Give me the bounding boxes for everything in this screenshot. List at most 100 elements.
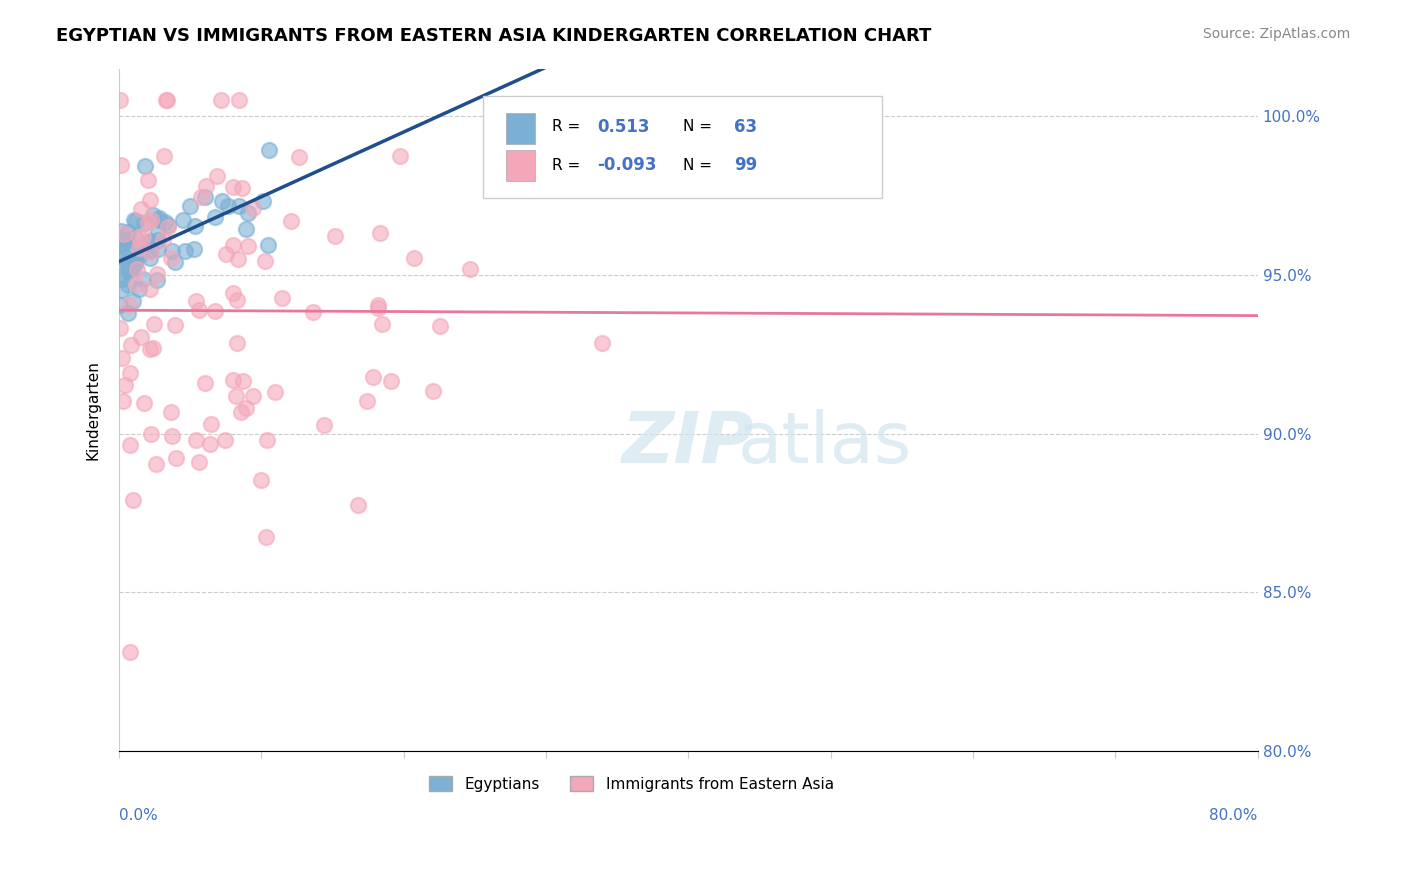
Point bbox=[252, 194, 274, 208]
Point bbox=[183, 242, 205, 256]
Point bbox=[371, 318, 394, 332]
Point bbox=[139, 243, 162, 257]
Point bbox=[222, 238, 245, 252]
Point bbox=[114, 235, 136, 250]
Point bbox=[172, 213, 194, 227]
Point bbox=[117, 262, 139, 277]
Point bbox=[146, 233, 169, 247]
Point bbox=[250, 474, 273, 488]
Point bbox=[228, 198, 250, 212]
Point bbox=[184, 434, 207, 448]
Point bbox=[215, 247, 238, 261]
Point bbox=[117, 264, 139, 278]
Point bbox=[111, 252, 134, 267]
Point bbox=[347, 498, 370, 512]
Point bbox=[190, 189, 212, 203]
Point bbox=[139, 426, 162, 441]
Point bbox=[280, 214, 302, 228]
Point bbox=[217, 199, 239, 213]
Legend: Egyptians, Immigrants from Eastern Asia: Egyptians, Immigrants from Eastern Asia bbox=[423, 770, 839, 798]
Point bbox=[232, 375, 254, 389]
Point bbox=[222, 180, 245, 194]
Point bbox=[124, 229, 146, 244]
Point bbox=[132, 216, 155, 230]
Point bbox=[128, 242, 150, 256]
Point bbox=[124, 257, 146, 271]
Point bbox=[136, 173, 159, 187]
Text: atlas: atlas bbox=[738, 409, 912, 478]
Text: N =: N = bbox=[683, 119, 717, 134]
Point bbox=[125, 277, 148, 291]
Text: R =: R = bbox=[551, 158, 585, 173]
Point bbox=[131, 230, 153, 244]
Point bbox=[132, 396, 155, 410]
Point bbox=[209, 93, 232, 107]
Point bbox=[155, 93, 177, 107]
Point bbox=[155, 93, 177, 107]
Point bbox=[242, 389, 264, 403]
Point bbox=[204, 304, 226, 318]
Point bbox=[115, 254, 138, 268]
Point bbox=[134, 159, 156, 173]
Point bbox=[110, 224, 132, 238]
Point bbox=[205, 169, 228, 183]
Point bbox=[367, 301, 389, 316]
Point bbox=[301, 305, 323, 319]
Point bbox=[367, 298, 389, 312]
Point bbox=[235, 222, 257, 236]
Point bbox=[139, 251, 162, 265]
FancyBboxPatch shape bbox=[506, 151, 534, 181]
Point bbox=[121, 260, 143, 275]
Point bbox=[204, 210, 226, 224]
Point bbox=[129, 248, 152, 262]
Point bbox=[184, 219, 207, 233]
Point bbox=[118, 438, 141, 452]
Point bbox=[179, 199, 201, 213]
Point bbox=[231, 180, 253, 194]
Point bbox=[256, 433, 278, 447]
Point bbox=[256, 530, 278, 544]
Point bbox=[110, 283, 132, 297]
Point bbox=[222, 373, 245, 387]
Point bbox=[429, 318, 451, 333]
Point bbox=[146, 273, 169, 287]
Point bbox=[226, 293, 249, 308]
Point bbox=[402, 251, 425, 265]
Point bbox=[128, 282, 150, 296]
Point bbox=[136, 235, 159, 249]
Point bbox=[118, 264, 141, 278]
Point bbox=[114, 378, 136, 392]
Point bbox=[157, 218, 180, 232]
Text: -0.093: -0.093 bbox=[598, 156, 657, 175]
Point bbox=[152, 233, 174, 247]
Point bbox=[110, 232, 132, 246]
Point bbox=[288, 150, 311, 164]
Point bbox=[195, 179, 218, 194]
Point bbox=[257, 238, 280, 252]
Point bbox=[271, 291, 294, 305]
Point bbox=[160, 405, 183, 419]
Point bbox=[129, 202, 152, 217]
Point bbox=[458, 262, 481, 277]
Point bbox=[132, 272, 155, 286]
Point bbox=[163, 318, 186, 332]
Point bbox=[117, 277, 139, 292]
Point bbox=[108, 93, 131, 107]
Point bbox=[257, 143, 280, 157]
Point bbox=[422, 384, 444, 398]
Point bbox=[139, 212, 162, 227]
Point bbox=[115, 241, 138, 255]
Point bbox=[112, 394, 135, 409]
Point bbox=[380, 374, 402, 388]
Point bbox=[242, 202, 264, 216]
Point bbox=[125, 214, 148, 228]
Point bbox=[111, 351, 134, 365]
Point bbox=[236, 239, 259, 253]
Point bbox=[112, 227, 135, 241]
Point bbox=[187, 455, 209, 469]
Point bbox=[108, 320, 131, 334]
Point bbox=[142, 341, 165, 355]
Point bbox=[160, 429, 183, 443]
Point bbox=[120, 366, 142, 380]
Point bbox=[225, 389, 247, 403]
